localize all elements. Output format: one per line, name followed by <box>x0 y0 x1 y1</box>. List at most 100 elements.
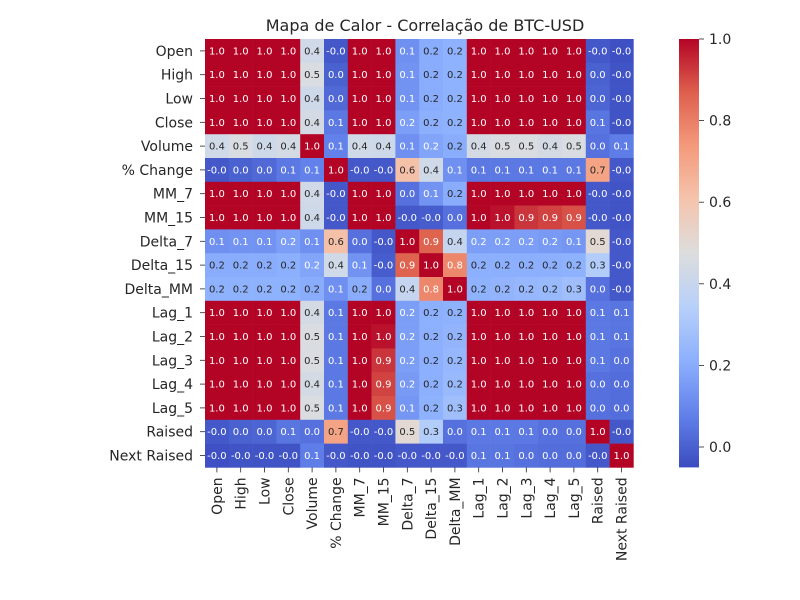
cell-value-label: -0.0 <box>279 451 299 462</box>
cell-value-label: 1.0 <box>495 308 511 319</box>
cell-value-label: -0.0 <box>374 451 394 462</box>
heatmap-cell <box>324 86 349 111</box>
cell-value-label: 1.0 <box>209 213 225 224</box>
x-axis-labels: Open High Low Close Volume % Change MM_7 MM_15 D… <box>210 467 631 561</box>
heatmap-cell <box>609 62 634 87</box>
heatmap-cell <box>395 300 420 325</box>
cell-value-label: 1.0 <box>566 403 582 414</box>
cell-value-label: 1.0 <box>257 380 273 391</box>
heatmap-cell <box>466 205 491 230</box>
x-tick-label: Open <box>210 477 226 514</box>
cell-value-label: 1.0 <box>376 213 392 224</box>
heatmap-cell <box>324 396 349 421</box>
heatmap-cell <box>324 62 349 87</box>
cell-value-label: 1.0 <box>257 189 273 200</box>
heatmap-cell <box>562 205 587 230</box>
heatmap-cell <box>490 324 515 349</box>
x-tick-label: Delta_7 <box>400 477 416 530</box>
heatmap-cell <box>324 443 349 468</box>
heatmap-cell <box>419 277 444 302</box>
cell-value-label: 0.2 <box>447 380 463 391</box>
cell-value-label: 1.0 <box>233 356 249 367</box>
heatmap-cell <box>347 324 372 349</box>
cell-value-label: 1.0 <box>376 118 392 129</box>
cell-value-label: 0.1 <box>328 403 344 414</box>
cell-value-label: -0.0 <box>207 427 227 438</box>
cell-value-label: 1.0 <box>233 118 249 129</box>
cell-value-label: 0.0 <box>376 284 392 295</box>
heatmap-cell <box>419 253 444 278</box>
cell-value-label: 0.2 <box>447 118 463 129</box>
heatmap-cell <box>419 348 444 373</box>
heatmap-cell <box>490 229 515 254</box>
colorbar-tick-label: 0.0 <box>709 440 731 456</box>
cell-value-label: 1.0 <box>376 46 392 57</box>
heatmap-cell <box>538 372 563 397</box>
cell-value-label: -0.0 <box>612 261 632 272</box>
heatmap-cell <box>466 277 491 302</box>
heatmap-cell <box>300 158 325 183</box>
heatmap-cell <box>466 181 491 206</box>
cell-value-label: 0.4 <box>304 94 320 105</box>
heatmap-cell <box>419 396 444 421</box>
heatmap-cell <box>585 277 610 302</box>
cell-value-label: 1.0 <box>614 451 630 462</box>
heatmap-cell <box>205 324 230 349</box>
cell-value-label: -0.0 <box>612 46 632 57</box>
heatmap-cell <box>419 181 444 206</box>
cell-value-label: 1.0 <box>233 189 249 200</box>
heatmap-cell <box>514 348 539 373</box>
cell-value-label: 0.1 <box>614 332 630 343</box>
cell-value-label: 0.0 <box>614 380 630 391</box>
cell-value-label: 1.0 <box>542 403 558 414</box>
cell-value-label: -0.0 <box>421 213 441 224</box>
heatmap-cell <box>371 158 396 183</box>
cell-value-label: 0.4 <box>304 189 320 200</box>
cell-value-label: 1.0 <box>471 308 487 319</box>
cell-value-label: 1.0 <box>233 94 249 105</box>
cell-value-label: 0.1 <box>495 427 511 438</box>
heatmap-cell <box>490 158 515 183</box>
heatmap-cell <box>347 277 372 302</box>
heatmap-cell <box>300 419 325 444</box>
heatmap-cell <box>324 205 349 230</box>
y-axis-labels: Open High Low Close Volume % Change MM_7 MM_15 D… <box>109 44 205 465</box>
cell-value-label: 1.0 <box>471 356 487 367</box>
heatmap-cell <box>276 62 301 87</box>
heatmap-cell <box>347 253 372 278</box>
heatmap-cell <box>252 110 277 135</box>
heatmap-cell <box>395 62 420 87</box>
heatmap-cell <box>276 205 301 230</box>
cell-value-label: 1.0 <box>423 261 439 272</box>
cell-value-label: 0.3 <box>447 403 463 414</box>
y-tick-label: Delta_MM <box>124 282 193 298</box>
heatmap-cell <box>538 253 563 278</box>
x-tick-label: High <box>234 477 250 509</box>
cell-value-label: 0.0 <box>590 142 606 153</box>
cell-value-label: 1.0 <box>399 237 415 248</box>
cell-value-label: 0.0 <box>352 237 368 248</box>
heatmap-cell <box>514 229 539 254</box>
cell-value-label: 0.2 <box>399 332 415 343</box>
heatmap-cell <box>228 300 253 325</box>
cell-value-label: 0.4 <box>423 165 439 176</box>
cell-value-label: 0.0 <box>614 403 630 414</box>
heatmap-cell <box>276 158 301 183</box>
cell-value-label: 0.2 <box>423 118 439 129</box>
cell-value-label: 0.1 <box>590 332 606 343</box>
cell-value-label: 0.1 <box>328 142 344 153</box>
heatmap-cell <box>395 253 420 278</box>
heatmap-cell <box>395 110 420 135</box>
cell-value-label: 0.9 <box>423 237 439 248</box>
heatmap-cell <box>371 62 396 87</box>
heatmap-cell <box>538 300 563 325</box>
heatmap-cell <box>538 110 563 135</box>
cell-value-label: 0.1 <box>304 451 320 462</box>
heatmap-cell <box>252 443 277 468</box>
cell-value-label: 1.0 <box>518 356 534 367</box>
heatmap-cell <box>562 39 587 64</box>
heatmap-cell <box>609 253 634 278</box>
heatmap-cell <box>443 300 468 325</box>
heatmap-cell <box>538 205 563 230</box>
cell-value-label: -0.0 <box>612 70 632 81</box>
